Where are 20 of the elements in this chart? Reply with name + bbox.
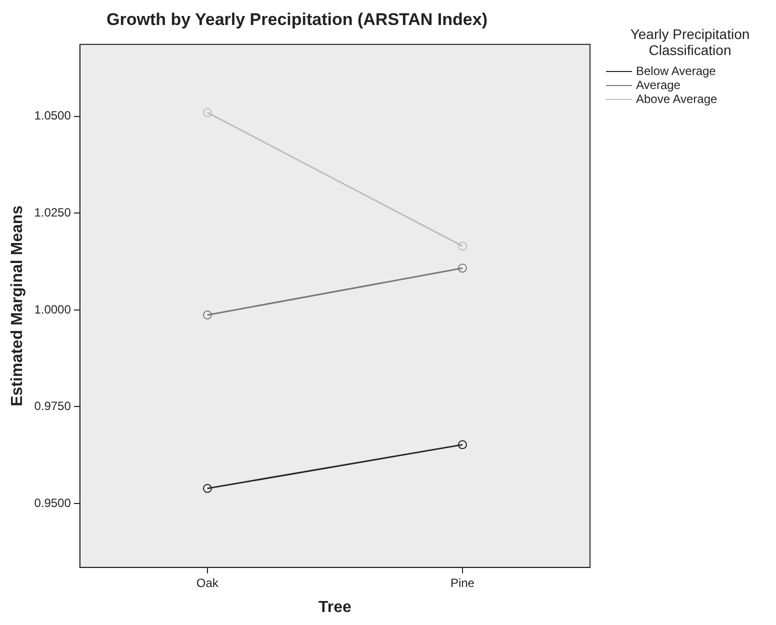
legend-title: Yearly Precipitation Classification — [629, 26, 751, 58]
y-tick-label: 0.9500 — [34, 496, 72, 510]
point — [458, 242, 467, 251]
legend-label: Average — [636, 78, 680, 92]
point — [202, 484, 212, 493]
x-tick-label: Pine — [450, 576, 475, 590]
chart-title: Growth by Yearly Precipitation (ARSTAN Index) — [106, 10, 488, 29]
point — [202, 310, 212, 320]
legend-label: Below Average — [636, 64, 716, 78]
point — [458, 264, 467, 273]
y-axis-title: Estimated Marginal Means — [9, 205, 26, 406]
y-tick-label: 1.0000 — [34, 302, 72, 316]
y-tick-label: 0.9750 — [34, 399, 72, 414]
x-axis-title: Tree — [318, 598, 352, 616]
y-tick-label: 1.0500 — [34, 108, 72, 123]
point — [202, 108, 212, 118]
x-tick-label: Oak — [196, 576, 220, 590]
legend-label: Above Average — [636, 92, 718, 106]
point — [458, 440, 467, 450]
y-tick-label: 1.0250 — [34, 205, 72, 220]
